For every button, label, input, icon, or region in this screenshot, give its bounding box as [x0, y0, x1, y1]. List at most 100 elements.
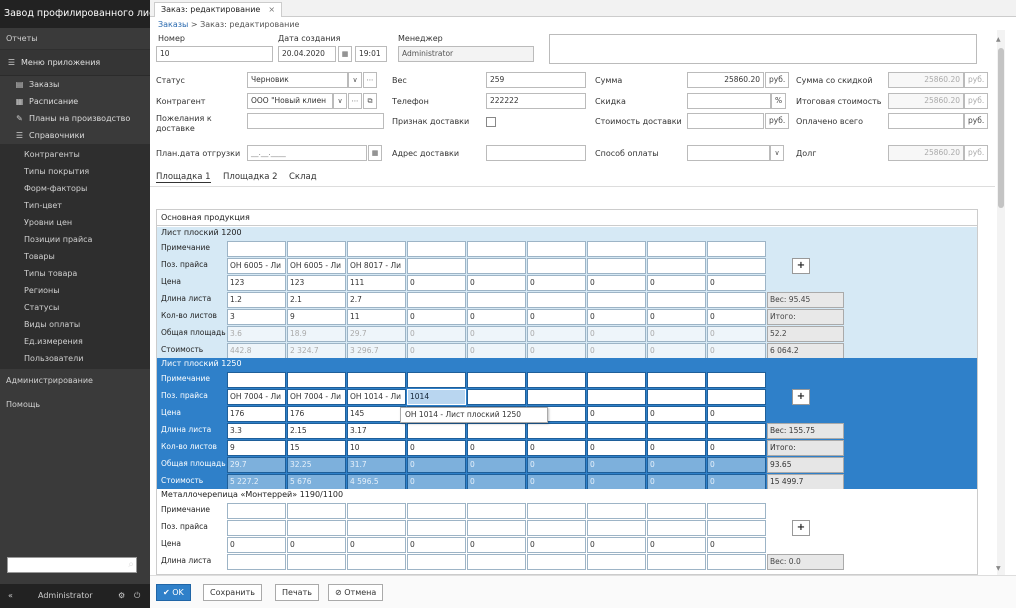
- grid-cell[interactable]: [647, 389, 706, 405]
- grid-cell[interactable]: [587, 520, 646, 536]
- grid-cell[interactable]: 0: [587, 440, 646, 456]
- tab-order-edit[interactable]: Заказ: редактирование ×: [154, 2, 283, 17]
- settings-icon[interactable]: ⚙: [118, 591, 126, 600]
- grid-cell[interactable]: [287, 241, 346, 257]
- comment-field[interactable]: [549, 34, 977, 64]
- grid-cell[interactable]: [527, 554, 586, 570]
- scrollbar-thumb[interactable]: [998, 48, 1004, 208]
- grid-cell[interactable]: [347, 372, 406, 388]
- sidebar-item-reports[interactable]: Отчеты: [0, 28, 150, 50]
- grid-cell[interactable]: [707, 258, 766, 274]
- grid-cell[interactable]: 176: [287, 406, 346, 422]
- grid-cell[interactable]: [647, 520, 706, 536]
- grid-cell[interactable]: [407, 292, 466, 308]
- sidebar-subitem-contractors[interactable]: Контрагенты: [24, 150, 80, 159]
- grid-cell[interactable]: [587, 423, 646, 439]
- number-field[interactable]: 10: [156, 46, 273, 62]
- sidebar-search-input[interactable]: [7, 557, 137, 573]
- grid-cell[interactable]: [227, 503, 286, 519]
- grid-cell[interactable]: [647, 554, 706, 570]
- grid-cell[interactable]: [587, 503, 646, 519]
- grid-cell[interactable]: [227, 241, 286, 257]
- grid-cell[interactable]: 11: [347, 309, 406, 325]
- sidebar-subitem-payment-types[interactable]: Виды оплаты: [24, 320, 81, 329]
- grid-cell[interactable]: [587, 241, 646, 257]
- grid-cell[interactable]: [707, 423, 766, 439]
- grid-cell[interactable]: 2.15: [287, 423, 346, 439]
- grid-cell[interactable]: 0: [587, 309, 646, 325]
- grid-cell[interactable]: 111: [347, 275, 406, 291]
- grid-cell[interactable]: 145: [347, 406, 406, 422]
- scroll-up-icon[interactable]: ▲: [996, 36, 1001, 43]
- wishes-field[interactable]: [247, 113, 384, 129]
- created-date-field[interactable]: 20.04.2020: [278, 46, 336, 62]
- sidebar-item-orders[interactable]: ▤ Заказы: [0, 76, 150, 93]
- grid-cell[interactable]: [527, 372, 586, 388]
- payment-select[interactable]: [687, 145, 770, 161]
- grid-cell[interactable]: 0: [707, 537, 766, 553]
- grid-cell[interactable]: 0: [467, 440, 526, 456]
- scroll-down-icon[interactable]: ▼: [996, 565, 1001, 572]
- grid-cell[interactable]: 0: [647, 440, 706, 456]
- grid-cell[interactable]: 0: [707, 406, 766, 422]
- grid-cell[interactable]: [587, 389, 646, 405]
- grid-cell[interactable]: [407, 258, 466, 274]
- grid-cell[interactable]: 0: [647, 309, 706, 325]
- cancel-button[interactable]: ⊘ Отмена: [328, 584, 384, 601]
- add-column-button[interactable]: +: [792, 520, 810, 536]
- grid-cell[interactable]: 15: [287, 440, 346, 456]
- grid-cell[interactable]: 0: [347, 537, 406, 553]
- sum-field[interactable]: 25860.20: [687, 72, 764, 88]
- grid-cell[interactable]: 9: [227, 440, 286, 456]
- grid-cell[interactable]: 0: [707, 275, 766, 291]
- grid-cell[interactable]: [287, 520, 346, 536]
- sidebar-subitem-price-positions[interactable]: Позиции прайса: [24, 235, 93, 244]
- grid-cell[interactable]: 0: [587, 406, 646, 422]
- grid-cell[interactable]: [647, 503, 706, 519]
- grid-cell[interactable]: 0: [287, 537, 346, 553]
- grid-cell[interactable]: [287, 554, 346, 570]
- sidebar-item-help[interactable]: Помощь: [6, 400, 41, 409]
- grid-cell[interactable]: [707, 503, 766, 519]
- grid-cell[interactable]: [527, 292, 586, 308]
- sidebar-subitem-users[interactable]: Пользователи: [24, 354, 84, 363]
- close-icon[interactable]: ×: [268, 5, 276, 14]
- grid-cell[interactable]: [467, 292, 526, 308]
- grid-cell[interactable]: ОН 6005 - Ли: [287, 258, 346, 274]
- address-field[interactable]: [486, 145, 586, 161]
- sidebar-subitem-statuses[interactable]: Статусы: [24, 303, 60, 312]
- grid-cell[interactable]: 0: [407, 275, 466, 291]
- discount-field[interactable]: [687, 93, 771, 109]
- calendar-icon[interactable]: ▦: [338, 46, 352, 62]
- grid-cell[interactable]: [587, 258, 646, 274]
- grid-cell[interactable]: [707, 372, 766, 388]
- search-icon[interactable]: ⌕: [128, 559, 134, 570]
- grid-cell[interactable]: 10: [347, 440, 406, 456]
- grid-cell[interactable]: [467, 389, 526, 405]
- grid-cell[interactable]: [707, 520, 766, 536]
- grid-cell[interactable]: 0: [707, 440, 766, 456]
- grid-cell[interactable]: 0: [407, 537, 466, 553]
- grid-cell[interactable]: 9: [287, 309, 346, 325]
- sidebar-app-menu[interactable]: ☰ Меню приложения: [0, 50, 150, 76]
- delivery-checkbox[interactable]: [486, 117, 496, 127]
- grid-cell[interactable]: ОН 8017 - Ли: [347, 258, 406, 274]
- price-position-suggestion[interactable]: ОН 1014 - Лист плоский 1250: [400, 407, 548, 423]
- grid-cell[interactable]: [527, 258, 586, 274]
- save-button[interactable]: Сохранить: [203, 584, 262, 601]
- print-button[interactable]: Печать: [275, 584, 319, 601]
- grid-cell[interactable]: [407, 241, 466, 257]
- grid-cell[interactable]: [647, 372, 706, 388]
- grid-cell[interactable]: 0: [587, 275, 646, 291]
- more-icon[interactable]: ⋯: [363, 72, 377, 88]
- grid-cell[interactable]: [647, 292, 706, 308]
- sidebar-item-admin[interactable]: Администрирование: [6, 376, 93, 385]
- grid-cell[interactable]: 0: [227, 537, 286, 553]
- grid-cell[interactable]: [647, 258, 706, 274]
- logout-icon[interactable]: ⏻: [134, 591, 141, 600]
- grid-cell[interactable]: 0: [467, 309, 526, 325]
- grid-cell[interactable]: [707, 554, 766, 570]
- paid-field[interactable]: [888, 113, 964, 129]
- grid-cell[interactable]: 0: [527, 309, 586, 325]
- grid-cell[interactable]: 1.2: [227, 292, 286, 308]
